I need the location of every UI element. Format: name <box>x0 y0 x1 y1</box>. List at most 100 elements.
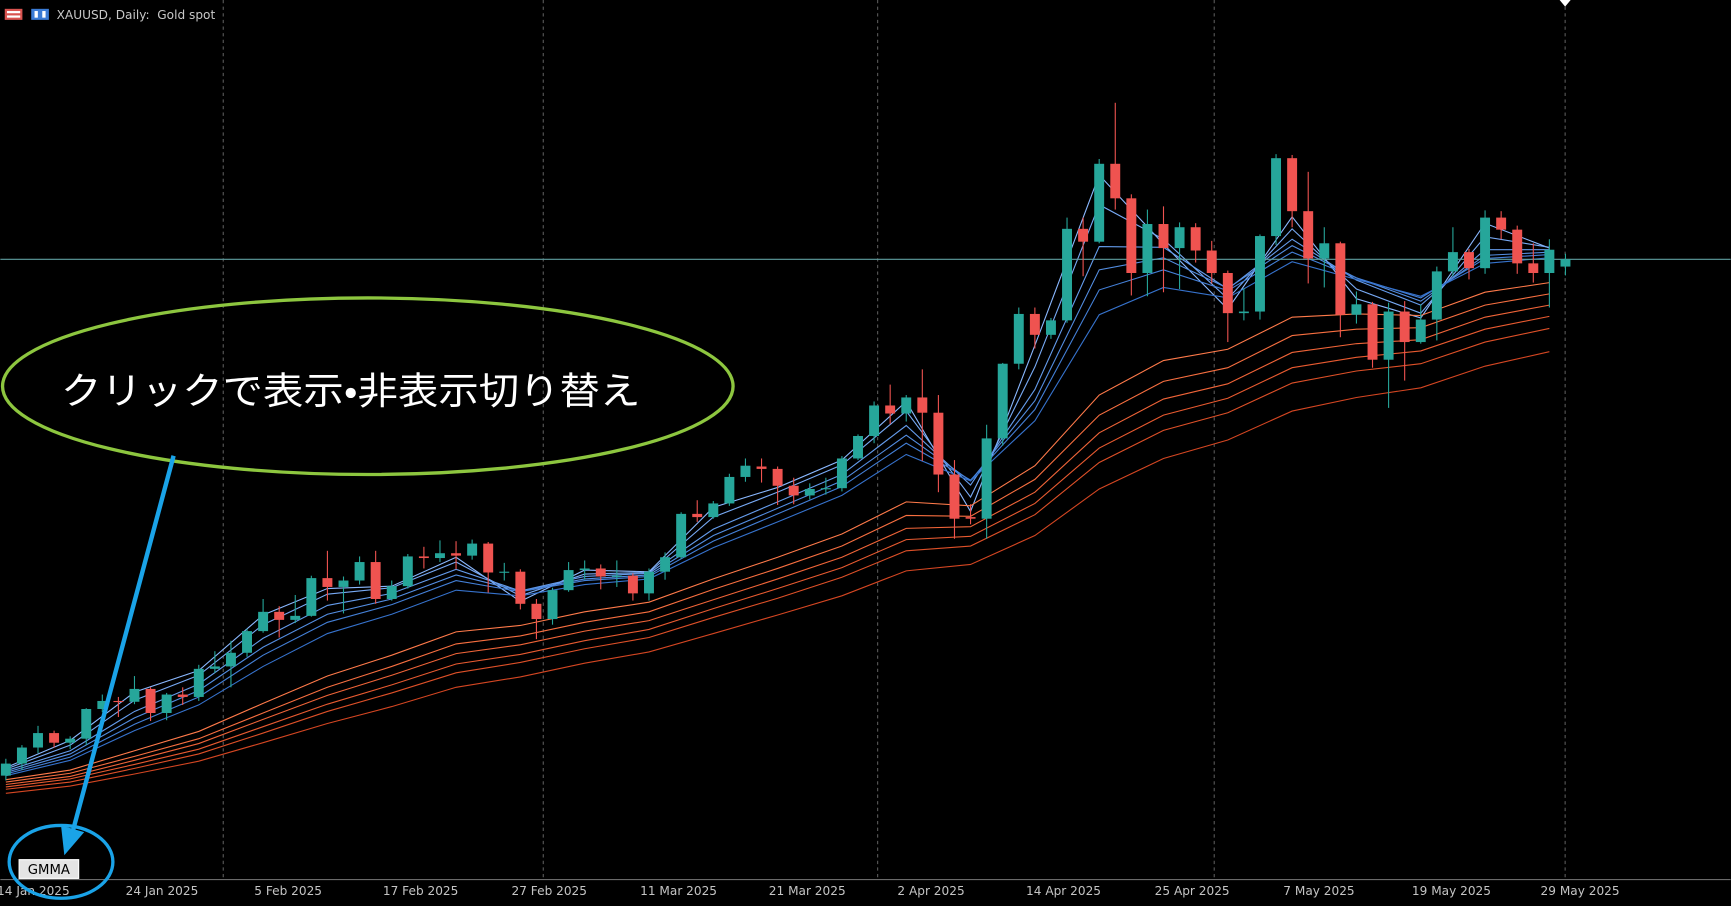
candle-body <box>1383 311 1394 360</box>
candle-body <box>402 556 413 587</box>
candle-body <box>1399 311 1410 343</box>
candle-body <box>644 571 654 594</box>
candle-body <box>338 580 349 587</box>
candle-body <box>0 763 11 776</box>
candle-body <box>1094 163 1105 242</box>
candle-body <box>145 688 156 714</box>
annotation-arrow <box>71 455 176 831</box>
chart-title: XAUUSD, Daily: Gold spot <box>57 8 216 22</box>
x-tick-label: 29 May 2025 <box>1541 884 1620 898</box>
candle-body <box>1319 243 1330 259</box>
candle-body <box>917 397 928 413</box>
candle-body <box>869 405 880 436</box>
candle-body <box>547 590 558 620</box>
candle-body <box>242 631 252 653</box>
candle-body <box>676 513 687 558</box>
gmma-line <box>5 351 1550 794</box>
candle-body <box>1255 236 1265 312</box>
candle-body <box>1415 319 1426 343</box>
gmma-line <box>5 327 1550 790</box>
candle-body <box>660 557 671 572</box>
icon <box>6 11 21 14</box>
candle-body <box>81 708 92 739</box>
annotation-ellipse <box>0 296 735 477</box>
candle-body <box>1560 259 1571 267</box>
candle-body <box>740 465 751 477</box>
candle-body <box>113 700 124 703</box>
candles <box>0 102 1571 781</box>
x-tick-label: 25 Apr 2025 <box>1155 884 1230 898</box>
candle-body <box>885 405 896 414</box>
header: XAUUSD, Daily: Gold spot <box>4 8 216 22</box>
candle-body <box>418 556 429 559</box>
candle-body <box>290 615 301 620</box>
candle-body <box>161 694 172 714</box>
candle-body <box>1544 249 1555 273</box>
candle-body <box>258 611 269 632</box>
candle-body <box>129 688 140 702</box>
candle-body <box>515 571 526 604</box>
candle-body <box>772 468 783 486</box>
candle-body <box>1351 304 1362 315</box>
candle-body <box>306 578 317 616</box>
candle-body <box>949 474 960 519</box>
gmma-line <box>5 251 1550 775</box>
candle-body <box>451 553 462 556</box>
candle-body <box>595 568 606 577</box>
candle-body <box>225 652 236 667</box>
shift-marker <box>1559 0 1571 7</box>
candle-body <box>788 485 799 496</box>
candle-body <box>820 488 831 490</box>
candle-body <box>611 575 622 577</box>
icon <box>4 8 23 20</box>
button-face[interactable] <box>18 859 80 879</box>
candle-body <box>467 543 478 556</box>
candle-body <box>901 397 912 414</box>
candle-body <box>435 553 445 559</box>
gmma-line <box>5 245 1550 774</box>
candle-body <box>209 666 220 669</box>
gmma-line <box>5 304 1550 786</box>
candle-body <box>1480 217 1491 269</box>
candle-body <box>933 412 944 475</box>
x-tick-label: 11 Mar 2025 <box>640 884 717 898</box>
button-label[interactable]: GMMA <box>28 863 70 878</box>
candle-body <box>1062 228 1072 321</box>
grid <box>222 0 1566 879</box>
x-tick-label: 21 Mar 2025 <box>769 884 846 898</box>
x-axis-labels: 14 Jan 2025 24 Jan 2025 5 Feb 2025 17 Feb 2… <box>0 884 1620 898</box>
candle-body <box>1222 272 1233 314</box>
candle-body <box>1447 252 1458 272</box>
candle-body <box>804 488 815 496</box>
icon <box>6 15 21 18</box>
candle-body <box>97 700 108 709</box>
gmma-button[interactable]: GMMA <box>18 859 80 879</box>
candle-body <box>692 513 703 518</box>
candle-body <box>193 668 204 697</box>
candle-body <box>1367 304 1378 360</box>
x-tick-label: 2 Apr 2025 <box>897 884 964 898</box>
gmma-line <box>5 282 1550 781</box>
candle-body <box>1078 228 1089 242</box>
candle-body <box>1496 217 1507 230</box>
candle-body <box>1126 198 1137 273</box>
candle-body <box>16 747 27 764</box>
candle-body <box>1110 163 1121 199</box>
annotation-text: クリックで表示・非表示切り替え <box>61 369 640 413</box>
candle-body <box>1335 243 1346 315</box>
candle-body <box>483 543 494 573</box>
candle-body <box>724 476 735 504</box>
x-tick-label: 19 May 2025 <box>1412 884 1491 898</box>
candle-body <box>177 694 188 697</box>
candle-body <box>853 435 863 459</box>
candle-body <box>1271 158 1282 237</box>
candle-body <box>1045 320 1056 335</box>
x-tick-label: 24 Jan 2025 <box>126 884 199 898</box>
candle-body <box>756 466 767 469</box>
icon <box>31 8 49 20</box>
candle-body <box>1287 158 1298 212</box>
candle-body <box>274 611 285 620</box>
